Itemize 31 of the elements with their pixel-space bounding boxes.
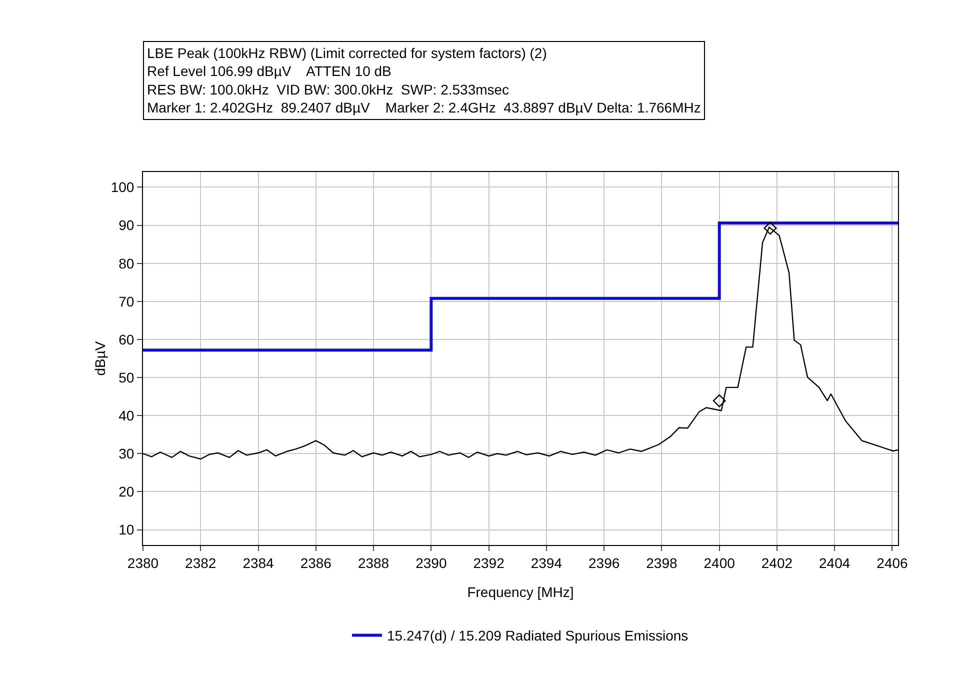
x-tick-label: 2390 <box>416 554 447 571</box>
y-axis-title: dBµV <box>92 340 108 376</box>
x-tick-label: 2392 <box>473 554 505 571</box>
text: Ref Level 106.99 dBµV ATTEN 10 dB <box>147 63 392 80</box>
x-tick-label: 2404 <box>819 554 850 571</box>
y-tick-label: 30 <box>118 446 134 462</box>
x-tick-label: 2386 <box>300 554 332 571</box>
x-tick-label: 2394 <box>530 554 562 571</box>
y-tick-label: 100 <box>110 179 134 196</box>
y-tick-label: 10 <box>118 522 134 538</box>
x-tick-label: 2382 <box>185 554 216 571</box>
x-tick-label: 2398 <box>646 554 678 571</box>
x-axis-title: Frequency [MHz] <box>467 584 574 600</box>
y-tick-label: 50 <box>118 369 134 386</box>
y-tick-label: 20 <box>118 484 134 500</box>
x-tick-label: 2388 <box>358 554 390 571</box>
y-tick-label: 80 <box>118 255 134 272</box>
x-tick-label: 2406 <box>876 554 908 571</box>
text: RES BW: 100.0kHz VID BW: 300.0kHz SWP: 2.533msec <box>147 81 510 98</box>
y-tick-label: 70 <box>118 293 134 310</box>
x-tick-label: 2400 <box>704 554 736 571</box>
text: Marker 1: 2.402GHz 89.2407 dBµV Marker 2: 2.4GHz 43.8897 dBµV Delta: 1.766MHz <box>147 100 701 116</box>
y-tick-label: 40 <box>118 407 134 424</box>
legend-label: 15.247(d) / 15.209 Radiated Spurious Emissions <box>387 628 688 644</box>
chart-title: LBE Peak (100kHz RBW) (Limit corrected for system factors) (2) <box>147 45 547 61</box>
x-tick-label: 2384 <box>242 554 274 571</box>
y-tick-label: 90 <box>118 217 134 234</box>
x-tick-label: 2396 <box>588 554 620 571</box>
x-tick-label: 2402 <box>761 554 793 571</box>
x-tick-label: 2380 <box>127 554 159 571</box>
y-tick-label: 60 <box>118 331 134 348</box>
